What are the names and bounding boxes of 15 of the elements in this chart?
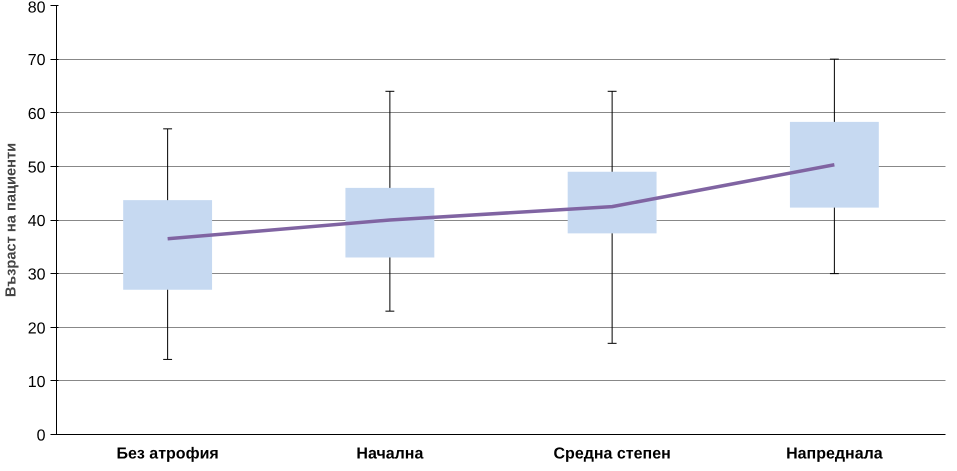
y-tick-label: 70 xyxy=(28,52,46,70)
x-tick-label: Без атрофия xyxy=(116,446,219,462)
y-tick-label: 30 xyxy=(28,266,46,284)
y-tick-label: 40 xyxy=(28,213,46,230)
y-tick-label: 0 xyxy=(36,428,46,444)
y-tick-label: 60 xyxy=(28,106,46,123)
x-tick-label: Средна степен xyxy=(554,446,671,462)
y-tick-label: 10 xyxy=(28,374,46,391)
y-axis-title: Възраст на пациенти xyxy=(4,142,20,298)
x-tick-label: Напреднала xyxy=(786,446,883,462)
y-tick-label: 80 xyxy=(28,0,46,16)
x-tick-label: Начална xyxy=(356,446,424,462)
y-tick-label: 20 xyxy=(28,320,46,338)
y-tick-label: 50 xyxy=(28,159,46,176)
line-series xyxy=(166,163,836,241)
